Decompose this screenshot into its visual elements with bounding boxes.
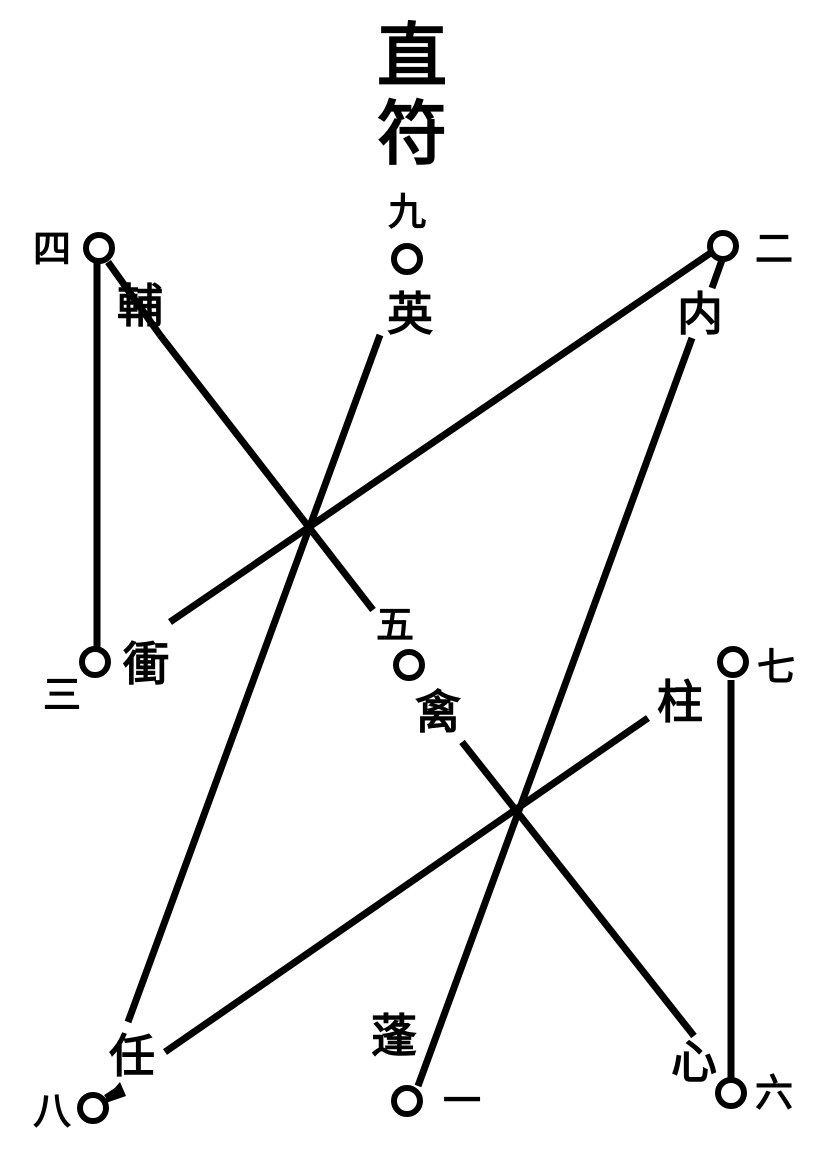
link-fu-to-wu	[157, 332, 376, 613]
title-line-2: 符	[377, 92, 447, 175]
star-label-zhu: 柱	[657, 675, 703, 729]
node-liu	[715, 1077, 747, 1109]
star-label-ren: 任	[109, 1029, 155, 1083]
palace-label-qi: 七	[757, 644, 795, 689]
palace-label-jiu: 九	[388, 189, 426, 234]
node-yi	[391, 1085, 423, 1117]
palace-label-wu: 五	[376, 602, 414, 647]
node-wu	[393, 649, 425, 681]
link-er-to-nei-label	[708, 258, 726, 290]
star-label-qin: 禽	[415, 685, 462, 739]
palace-label-yi: 一	[443, 1078, 481, 1123]
link-si-to-fu-label	[105, 259, 163, 338]
node-ba	[77, 1092, 109, 1124]
star-label-ying: 英	[387, 287, 434, 341]
node-si	[83, 232, 115, 264]
star-label-xin: 心	[671, 1035, 717, 1089]
title-line-1: 直	[377, 14, 447, 97]
node-qi	[717, 646, 749, 678]
palace-label-er: 二	[755, 226, 793, 271]
link-nei-to-yi	[414, 336, 696, 1088]
palace-label-ba: 八	[33, 1088, 72, 1133]
star-label-fu: 輔	[117, 279, 163, 333]
star-label-peng: 蓬	[371, 1009, 417, 1063]
node-san	[79, 646, 111, 678]
star-label-nei: 内	[677, 287, 723, 341]
link-ying-to-ren	[124, 333, 384, 1024]
link-zhu-to-ren	[163, 715, 650, 1055]
palace-label-liu: 六	[755, 1070, 793, 1115]
link-er-to-chong	[168, 249, 714, 625]
arrow-head-icon	[100, 1082, 126, 1105]
link-qin-to-xin	[459, 739, 697, 1039]
node-jiu	[391, 243, 423, 275]
palace-label-si: 四	[33, 226, 71, 271]
palace-label-san: 三	[43, 672, 81, 717]
node-er	[707, 230, 739, 262]
star-label-chong: 衝	[122, 637, 169, 691]
